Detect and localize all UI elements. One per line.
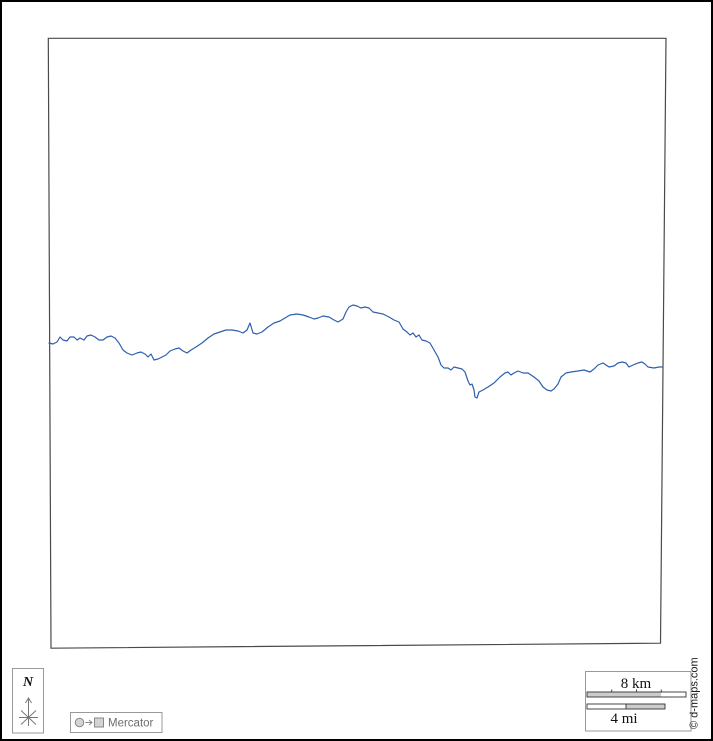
km-segment [587, 692, 612, 697]
compass-star-icon [19, 697, 38, 726]
km-segment [611, 692, 637, 697]
river-line [48, 304, 664, 399]
km-segment [661, 692, 686, 697]
flat-map-square-icon [94, 717, 104, 728]
north-label: N [22, 675, 34, 690]
globe-circle-icon [74, 717, 85, 728]
mi-segment [587, 704, 626, 709]
projection-box [70, 712, 163, 733]
km-bar-ticks [611, 689, 662, 692]
arrow-right-icon [85, 719, 93, 726]
scale-box [585, 671, 692, 732]
scale-km-label: 8 km [621, 676, 652, 692]
scale-km-bar [586, 689, 687, 698]
projection-icon [74, 717, 104, 728]
km-segment [636, 692, 662, 697]
scale-mi-bar [586, 703, 666, 710]
credit-text: © d-maps.com [689, 657, 701, 729]
scale-mi-label: 4 mi [610, 711, 637, 727]
projection-label: Mercator [108, 718, 154, 730]
mi-segment [626, 704, 665, 709]
map-frame [47, 37, 667, 649]
